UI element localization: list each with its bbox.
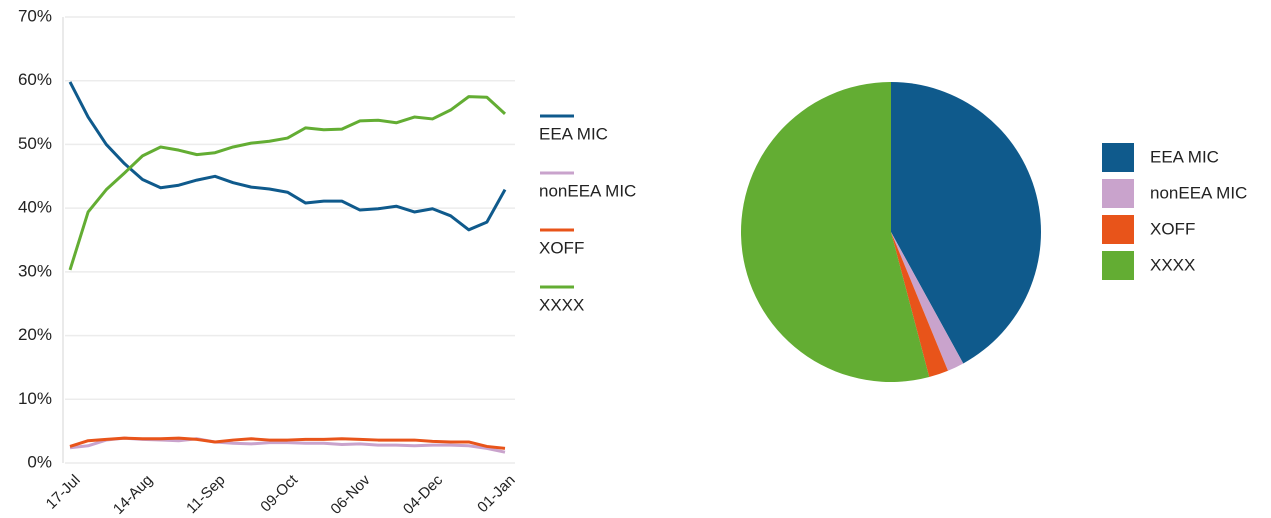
- legend-label: EEA MIC: [539, 124, 608, 143]
- x-tick-label: 11-Sep: [183, 472, 228, 517]
- legend-label: EEA MIC: [1150, 147, 1219, 166]
- x-tick-label: 06-Nov: [327, 471, 374, 518]
- pie-slice: [741, 82, 930, 383]
- legend-label: XXXX: [539, 295, 584, 314]
- x-tick-label: 09-Oct: [257, 471, 301, 515]
- line-series: [68, 95, 507, 271]
- pie-slice: [891, 232, 948, 378]
- legend-label: XXXX: [1150, 255, 1195, 274]
- legend-label: nonEEA MIC: [1150, 183, 1247, 202]
- y-tick-label: 70%: [18, 6, 52, 25]
- pie-slice: [891, 82, 1041, 364]
- y-tick-label: 0%: [27, 452, 52, 471]
- line-series: [68, 81, 507, 232]
- pie-slice: [891, 232, 964, 371]
- y-tick-label: 50%: [18, 134, 52, 153]
- y-tick-label: 20%: [18, 325, 52, 344]
- x-tick-label: 14-Aug: [110, 472, 156, 518]
- x-tick-label: 04-Dec: [400, 471, 447, 518]
- y-tick-label: 40%: [18, 198, 52, 217]
- y-tick-label: 30%: [18, 261, 52, 280]
- y-tick-label: 60%: [18, 70, 52, 89]
- legend-label: XOFF: [539, 238, 584, 257]
- legend-swatch: [1102, 251, 1134, 280]
- legend-swatch: [1102, 215, 1134, 244]
- x-tick-label: 17-Jul: [43, 472, 84, 513]
- legend-swatch: [1102, 179, 1134, 208]
- legend-swatch: [1102, 143, 1134, 172]
- y-tick-label: 10%: [18, 389, 52, 408]
- legend-label: XOFF: [1150, 219, 1195, 238]
- x-tick-label: 01-Jan: [474, 472, 518, 516]
- line-series: [69, 436, 506, 450]
- legend-label: nonEEA MIC: [539, 181, 636, 200]
